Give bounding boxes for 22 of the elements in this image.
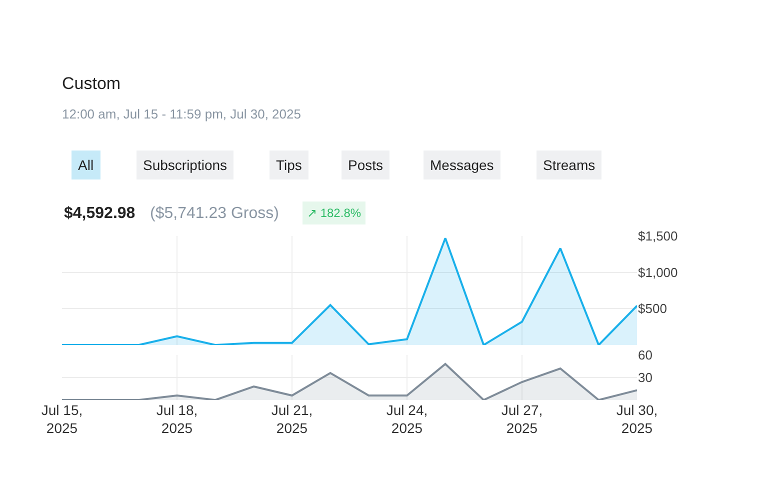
text: $4,592.98 [64, 205, 136, 222]
text: All [78, 157, 94, 173]
x-tick-label: Jul 21, 2025 [271, 402, 313, 436]
text: Streams [543, 157, 596, 173]
y-tick-label: $500 [638, 301, 667, 316]
y-tick-label: $1,500 [638, 228, 678, 244]
x-tick-label: Jul 24, 2025 [386, 402, 428, 436]
text: Posts [348, 157, 384, 173]
y-tick-label: 30 [638, 370, 652, 386]
x-tick-label: Jul 30, 2025 [616, 402, 658, 436]
text: ↗ 182.8% [307, 206, 362, 220]
x-tick-label: Jul 18, 2025 [156, 402, 198, 436]
chart-title: Custom [62, 74, 121, 93]
text: Messages [430, 157, 494, 173]
chart-subtitle: 12:00 am, Jul 15 - 11:59 pm, Jul 30, 2025 [62, 106, 301, 122]
x-tick-label: Jul 27, 2025 [501, 402, 543, 436]
x-tick-label: Jul 15, 2025 [41, 402, 83, 436]
text: Subscriptions [143, 157, 228, 173]
y-tick-label: 60 [638, 348, 652, 363]
text: Tips [276, 157, 302, 173]
text: ($5,741.23 Gross) [150, 205, 279, 222]
y-tick-label: $1,000 [638, 264, 678, 280]
